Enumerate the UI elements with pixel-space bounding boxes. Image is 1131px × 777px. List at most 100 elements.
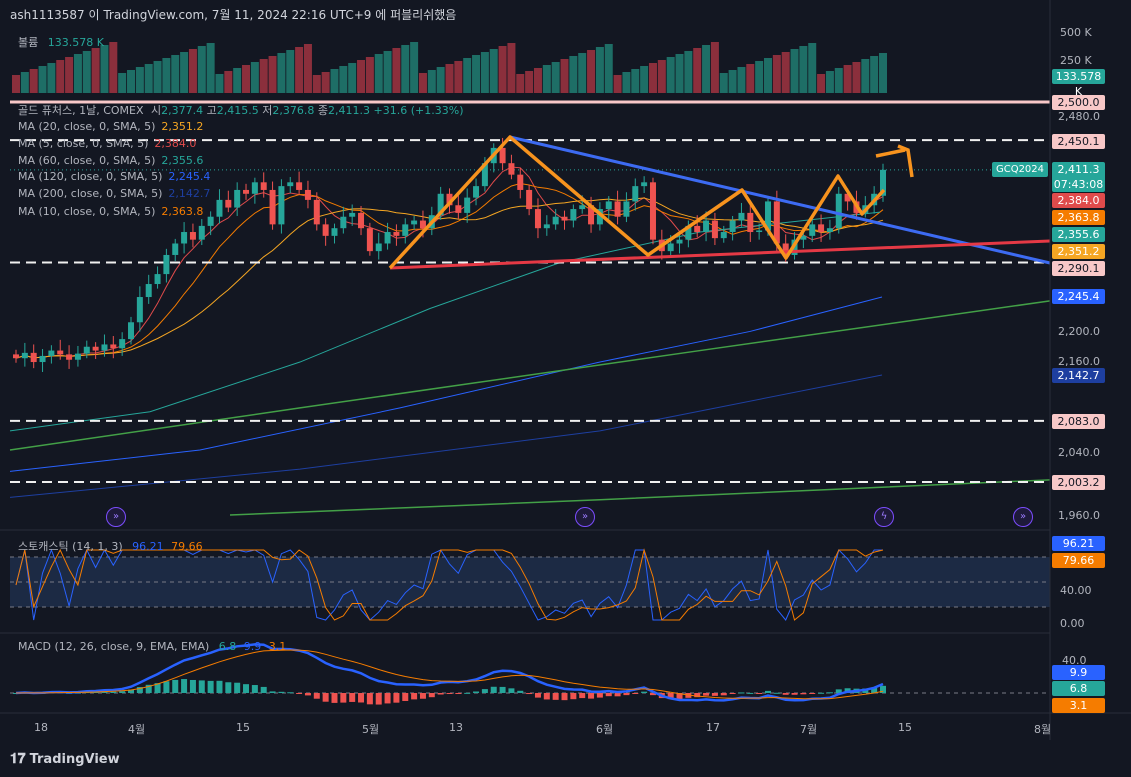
ma-legend-row[interactable]: MA (20, close, 0, SMA, 5) 2,351.2 xyxy=(18,120,203,133)
candle-body xyxy=(649,182,656,240)
candle-body xyxy=(437,193,444,216)
trend-line-green xyxy=(229,479,1051,516)
ma-legend-row[interactable]: MA (10, close, 0, SMA, 5) 2,363.8 xyxy=(18,205,203,218)
instrument-legend[interactable]: 골드 퓨처스, 1날, COMEX 시2,377.4 고2,415.5 저2,3… xyxy=(18,102,463,118)
volume-bar xyxy=(374,54,383,93)
candle-body xyxy=(844,193,851,202)
candle-body xyxy=(21,352,28,359)
macd-histogram-bar xyxy=(358,693,365,703)
ma-legend-row[interactable]: MA (120, close, 0, SMA, 5) 2,245.4 xyxy=(18,170,210,183)
candle-body xyxy=(703,220,710,233)
volume-bar xyxy=(162,58,171,93)
instrument-title: 골드 퓨처스, 1날, COMEX xyxy=(18,104,144,117)
macd-histogram-bar xyxy=(543,693,550,700)
macd-line-value: 9.9 xyxy=(243,640,262,653)
x-axis-label: 13 xyxy=(449,721,463,734)
volume-bar xyxy=(250,62,259,93)
volume-bar xyxy=(489,49,498,93)
volume-bar xyxy=(436,67,445,93)
macd-signal-value: 3.1 xyxy=(268,640,287,653)
event-icon[interactable]: » xyxy=(106,507,126,527)
volume-bar xyxy=(799,46,808,93)
macd-histogram-bar xyxy=(880,685,886,693)
candle-body xyxy=(614,201,621,217)
volume-bar xyxy=(188,49,197,93)
macd-histogram-bar xyxy=(136,687,143,693)
volume-bar xyxy=(693,48,702,93)
candle-body xyxy=(128,322,135,340)
macd-histogram-bar xyxy=(508,688,515,693)
candle-body xyxy=(623,201,630,217)
candle-body xyxy=(729,220,736,233)
macd-histogram-bar xyxy=(128,689,135,693)
projection-arrow xyxy=(875,148,906,158)
candle-body xyxy=(826,228,833,233)
event-icon[interactable]: » xyxy=(575,507,595,527)
macd-histogram-bar xyxy=(481,689,488,693)
volume-bar xyxy=(587,50,596,93)
ma-line xyxy=(9,211,881,432)
macd-histogram-bar xyxy=(605,693,612,697)
macd-histogram-bar xyxy=(287,692,294,694)
volume-bar xyxy=(365,57,374,93)
volume-bar xyxy=(631,69,640,93)
volume-bar xyxy=(135,67,144,93)
volume-bar xyxy=(321,72,330,93)
ma-value: 2,384.0 xyxy=(154,137,197,150)
macd-histogram-bar xyxy=(835,689,842,693)
candle-body xyxy=(596,209,603,225)
candle-body xyxy=(464,197,471,213)
ma-legend-row[interactable]: MA (5, close, 0, SMA, 5) 2,384.0 xyxy=(18,137,196,150)
candle-body xyxy=(313,199,320,225)
candle-body xyxy=(579,205,586,210)
price-tag: 79.66 xyxy=(1052,553,1105,568)
macd-histogram-bar xyxy=(446,693,453,694)
macd-histogram-bar xyxy=(172,679,179,693)
ma-legend-row[interactable]: MA (200, close, 0, SMA, 5) 2,142.7 xyxy=(18,187,210,200)
ohlc-low: 2,376.8 xyxy=(272,104,315,117)
candle-body xyxy=(110,344,117,349)
volume-bar xyxy=(648,63,657,93)
macd-histogram-bar xyxy=(499,686,506,693)
volume-bar xyxy=(392,48,401,93)
macd-histogram-bar xyxy=(800,693,807,695)
candle-body xyxy=(358,212,365,229)
macd-histogram-bar xyxy=(419,693,426,699)
candle-body xyxy=(349,212,356,217)
volume-bar xyxy=(259,59,268,93)
volume-bar xyxy=(91,48,100,93)
candle-body xyxy=(74,353,81,360)
volume-bar xyxy=(595,47,604,93)
candle-body xyxy=(632,186,639,202)
volume-bar xyxy=(268,56,277,93)
tradingview-logo[interactable]: 𝟏𝟕 TradingView xyxy=(10,751,120,767)
macd-histogram-bar xyxy=(92,692,99,694)
stoch-tick: 40.00 xyxy=(1060,584,1092,597)
candle-body xyxy=(66,354,73,360)
macd-legend[interactable]: MACD (12, 26, close, 9, EMA, EMA) 6.8 9.… xyxy=(18,640,286,653)
candle-body xyxy=(30,352,37,363)
macd-histogram-bar xyxy=(694,693,701,698)
stoch-legend[interactable]: 스토캐스틱 (14, 1, 3) 96.21 79.66 xyxy=(18,538,203,554)
volume-bar xyxy=(109,42,118,93)
ma-legend-row[interactable]: MA (60, close, 0, SMA, 5) 2,355.6 xyxy=(18,154,203,167)
candle-body xyxy=(296,182,303,190)
candle-body xyxy=(375,243,382,252)
macd-histogram-bar xyxy=(251,685,258,693)
ma-label: MA (20, close, 0, SMA, 5) xyxy=(18,120,156,133)
lightning-icon[interactable]: ϟ xyxy=(874,507,894,527)
macd-histogram-bar xyxy=(411,693,418,700)
candle-body xyxy=(304,189,311,200)
macd-histogram-bar xyxy=(818,692,825,694)
volume-label: 볼륨 xyxy=(18,36,39,49)
trend-line-green xyxy=(9,300,1051,451)
macd-histogram-bar xyxy=(225,682,232,693)
volume-bar xyxy=(20,72,29,93)
volume-bar xyxy=(808,43,817,93)
volume-bar xyxy=(463,58,472,93)
macd-histogram-bar xyxy=(428,693,435,698)
macd-histogram-bar xyxy=(764,690,771,693)
event-icon[interactable]: » xyxy=(1013,507,1033,527)
resistance-trendline xyxy=(509,135,1051,265)
